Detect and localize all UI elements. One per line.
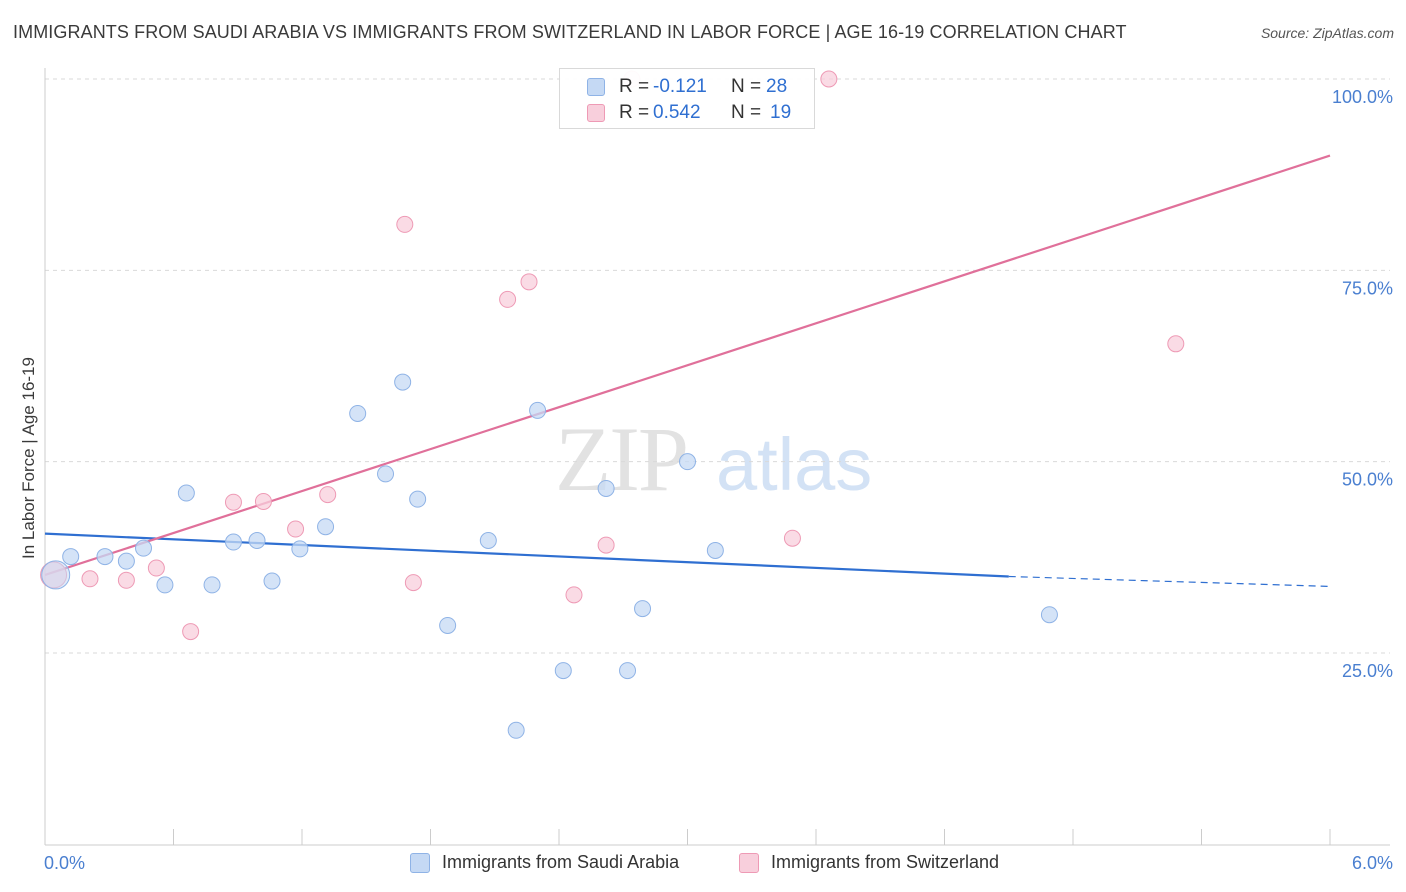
point-switzerland xyxy=(565,586,583,604)
point-switzerland xyxy=(499,290,517,308)
stats-r-value: -0.121 xyxy=(653,76,707,97)
point-switzerland xyxy=(81,570,99,588)
point-switzerland xyxy=(783,529,801,547)
point-switzerland xyxy=(520,273,538,291)
point-switzerland xyxy=(1167,335,1185,353)
point-saudi-arabia xyxy=(619,662,637,680)
point-switzerland xyxy=(396,215,414,233)
x-tick-labels: 0.0% 6.0% xyxy=(44,853,1393,873)
trend-line-extension-saudi-arabia xyxy=(1008,575,1331,588)
trend-lines xyxy=(44,154,1331,588)
stats-legend: R = -0.121 N = 28 R = 0.542 N = 19 xyxy=(559,68,815,129)
y-tick-label: 50.0% xyxy=(1342,470,1393,490)
point-saudi-arabia xyxy=(394,373,412,391)
y-tick-labels: 25.0% 50.0% 75.0% 100.0% xyxy=(1332,87,1393,681)
stats-n-value: 19 xyxy=(770,102,792,123)
point-saudi-arabia xyxy=(62,548,80,566)
y-tick-label: 75.0% xyxy=(1342,278,1393,298)
point-switzerland xyxy=(820,70,838,88)
point-saudi-arabia xyxy=(224,533,242,551)
point-saudi-arabia xyxy=(291,540,309,558)
legend-swatch-saudi-arabia xyxy=(410,852,430,873)
point-saudi-arabia xyxy=(679,453,696,471)
point-saudi-arabia xyxy=(706,541,724,559)
stats-r-label: R = xyxy=(619,76,650,97)
point-saudi-arabia xyxy=(156,576,174,594)
watermark-atlas: atlas xyxy=(716,423,872,506)
point-switzerland xyxy=(404,574,422,592)
watermark: ZIP atlas xyxy=(555,408,872,510)
axes xyxy=(44,68,1390,846)
point-saudi-arabia xyxy=(317,518,335,536)
point-saudi-arabia xyxy=(409,490,427,508)
stats-n-label: N = xyxy=(731,102,762,123)
point-saudi-arabia xyxy=(349,404,367,422)
stats-n-label: N = xyxy=(731,76,762,97)
point-saudi-arabia xyxy=(507,721,525,739)
legend-item-saudi-arabia: Immigrants from Saudi Arabia xyxy=(410,852,679,873)
point-saudi-arabia xyxy=(377,465,395,483)
point-saudi-arabia xyxy=(203,576,221,594)
stats-r-label: R = xyxy=(619,102,650,123)
point-switzerland xyxy=(319,486,337,504)
stats-swatch-saudi-arabia xyxy=(587,78,605,96)
legend-swatch-switzerland xyxy=(739,852,759,873)
point-saudi-arabia xyxy=(117,552,135,570)
point-saudi-arabia xyxy=(479,531,497,549)
x-tick-label: 6.0% xyxy=(1352,853,1393,873)
point-switzerland xyxy=(597,536,615,554)
stats-r-value: 0.542 xyxy=(653,102,701,123)
data-points xyxy=(40,70,1185,739)
trend-line-saudi-arabia xyxy=(44,532,1009,578)
point-saudi-arabia xyxy=(248,531,266,549)
point-saudi-arabia xyxy=(634,600,652,618)
point-saudi-arabia xyxy=(96,548,114,566)
point-switzerland xyxy=(147,559,165,577)
point-saudi-arabia xyxy=(439,616,457,634)
point-saudi-arabia xyxy=(1040,606,1058,624)
grid-lines xyxy=(45,78,1390,654)
legend-item-switzerland: Immigrants from Switzerland xyxy=(739,852,999,873)
watermark-zip: ZIP xyxy=(555,408,687,510)
point-saudi-arabia xyxy=(41,560,71,590)
point-switzerland xyxy=(224,493,242,511)
y-axis-label: In Labor Force | Age 16-19 xyxy=(19,357,38,559)
trend-line-switzerland xyxy=(44,154,1331,576)
point-switzerland xyxy=(182,623,200,641)
point-saudi-arabia xyxy=(177,484,195,502)
legend-label-saudi-arabia: Immigrants from Saudi Arabia xyxy=(442,852,680,872)
x-tick-label: 0.0% xyxy=(44,853,85,873)
chart-title: IMMIGRANTS FROM SAUDI ARABIA VS IMMIGRAN… xyxy=(13,22,1127,42)
point-saudi-arabia xyxy=(263,572,281,590)
y-tick-label: 25.0% xyxy=(1342,661,1393,681)
source-credit: Source: ZipAtlas.com xyxy=(1260,25,1394,41)
point-switzerland xyxy=(254,492,272,510)
stats-swatch-switzerland xyxy=(587,104,605,122)
point-switzerland xyxy=(117,571,135,589)
point-saudi-arabia xyxy=(135,539,153,557)
point-switzerland xyxy=(287,520,305,538)
legend-label-switzerland: Immigrants from Switzerland xyxy=(771,852,1000,872)
stats-n-value: 28 xyxy=(766,76,788,97)
point-saudi-arabia xyxy=(529,401,547,419)
y-tick-label: 100.0% xyxy=(1332,87,1393,107)
point-saudi-arabia xyxy=(554,662,572,680)
point-saudi-arabia xyxy=(597,479,615,497)
